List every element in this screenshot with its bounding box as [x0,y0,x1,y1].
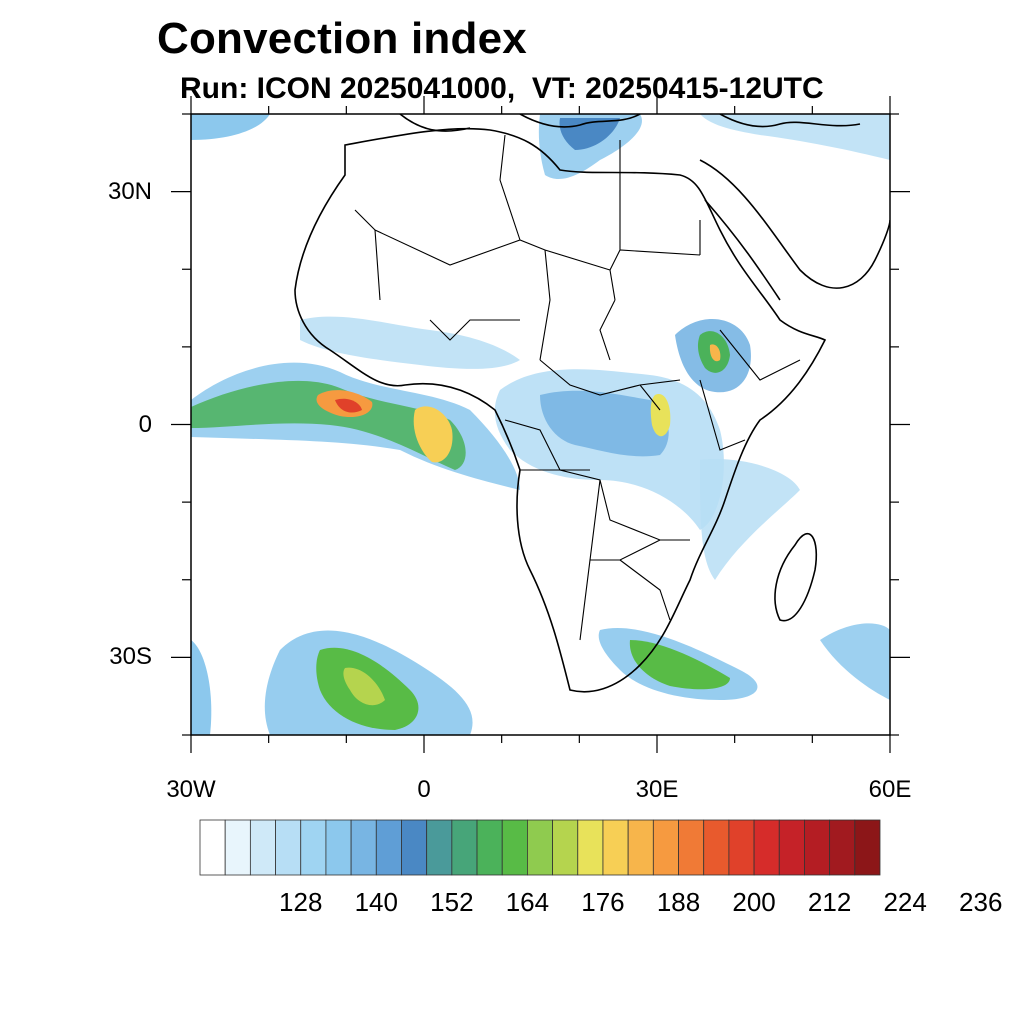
x-tick-label: 0 [417,776,431,803]
colorbar-box [552,819,579,876]
field-south-africa-core [629,640,730,690]
colorbar-box [728,819,755,876]
colorbar-tick-label: 212 [807,887,852,917]
field-nw-corner [191,114,270,140]
y-tick-label: 30S [109,643,152,671]
field-sw-corner [191,640,212,735]
field-west-africa [300,316,520,369]
country-borders [354,134,801,641]
colorbar-box [476,819,503,876]
colorbar-box [426,819,453,876]
colorbar-box [678,819,705,876]
field-south-atlantic-hot [343,667,385,706]
colorbar-box [753,819,780,876]
colorbar-box [527,819,553,876]
colorbar-tick-label: 164 [505,887,550,917]
colorbar-box [375,819,402,876]
field-guinea-hot [413,406,453,463]
field-ethiopia-hot [709,344,721,362]
colorbar-tick-label: 224 [883,887,927,917]
colorbar-tick-label: 140 [354,887,398,917]
colorbar-tick-label: 188 [656,887,701,917]
chart-subtitle: Run: ICON 2025041000, VT: 20250415-12UTC [180,72,824,105]
x-tick-label: 60E [868,776,912,803]
colorbar-box [350,819,377,876]
colorbar-box [829,819,856,876]
axis-ticks [171,96,910,753]
colorbar-box [275,819,302,876]
colorbar-box [325,819,352,876]
colorbar-box [199,819,226,876]
colorbar-tick-label: 236 [959,887,1003,917]
field-atlantic-core [191,380,466,470]
chart-title: Convection index [157,14,527,63]
y-tick-label: 30N [107,177,152,205]
africa-coastline [294,127,827,693]
colorbar-box [224,819,251,876]
colorbar-box [602,819,629,876]
colorbar-box [249,819,276,876]
colorbar-box [804,819,831,876]
colorbar-box [652,819,679,876]
madagascar-coastline [774,532,818,622]
colorbar-box [451,819,478,876]
colorbar-boxes [199,819,881,876]
x-tick-label: 30E [635,776,679,803]
arabia-coastline [699,159,890,301]
colorbar-box [778,819,805,876]
field-mozambique [700,459,800,580]
x-tick-label: 30W [166,776,216,803]
colorbar-box [401,819,428,876]
colorbar-tick-label: 128 [279,887,323,917]
europe-coastline [399,114,861,132]
border-lines [354,134,801,641]
colorbar-box [300,819,327,876]
field-central-core [540,390,669,457]
colorbar-tick-label: 176 [581,887,625,917]
colorbar-tick-label: 152 [430,887,474,917]
colorbar-box [703,819,730,876]
y-tick-label: 0 [138,410,152,438]
colorbar-box [627,819,654,876]
field-atlantic-max [335,398,362,413]
colorbar-box [577,819,604,876]
colorbar-box [501,819,528,876]
colorbar-tick-label: 200 [732,887,776,917]
coastlines [294,114,890,693]
colorbar-box [854,819,881,876]
field-east-indian [820,623,890,700]
